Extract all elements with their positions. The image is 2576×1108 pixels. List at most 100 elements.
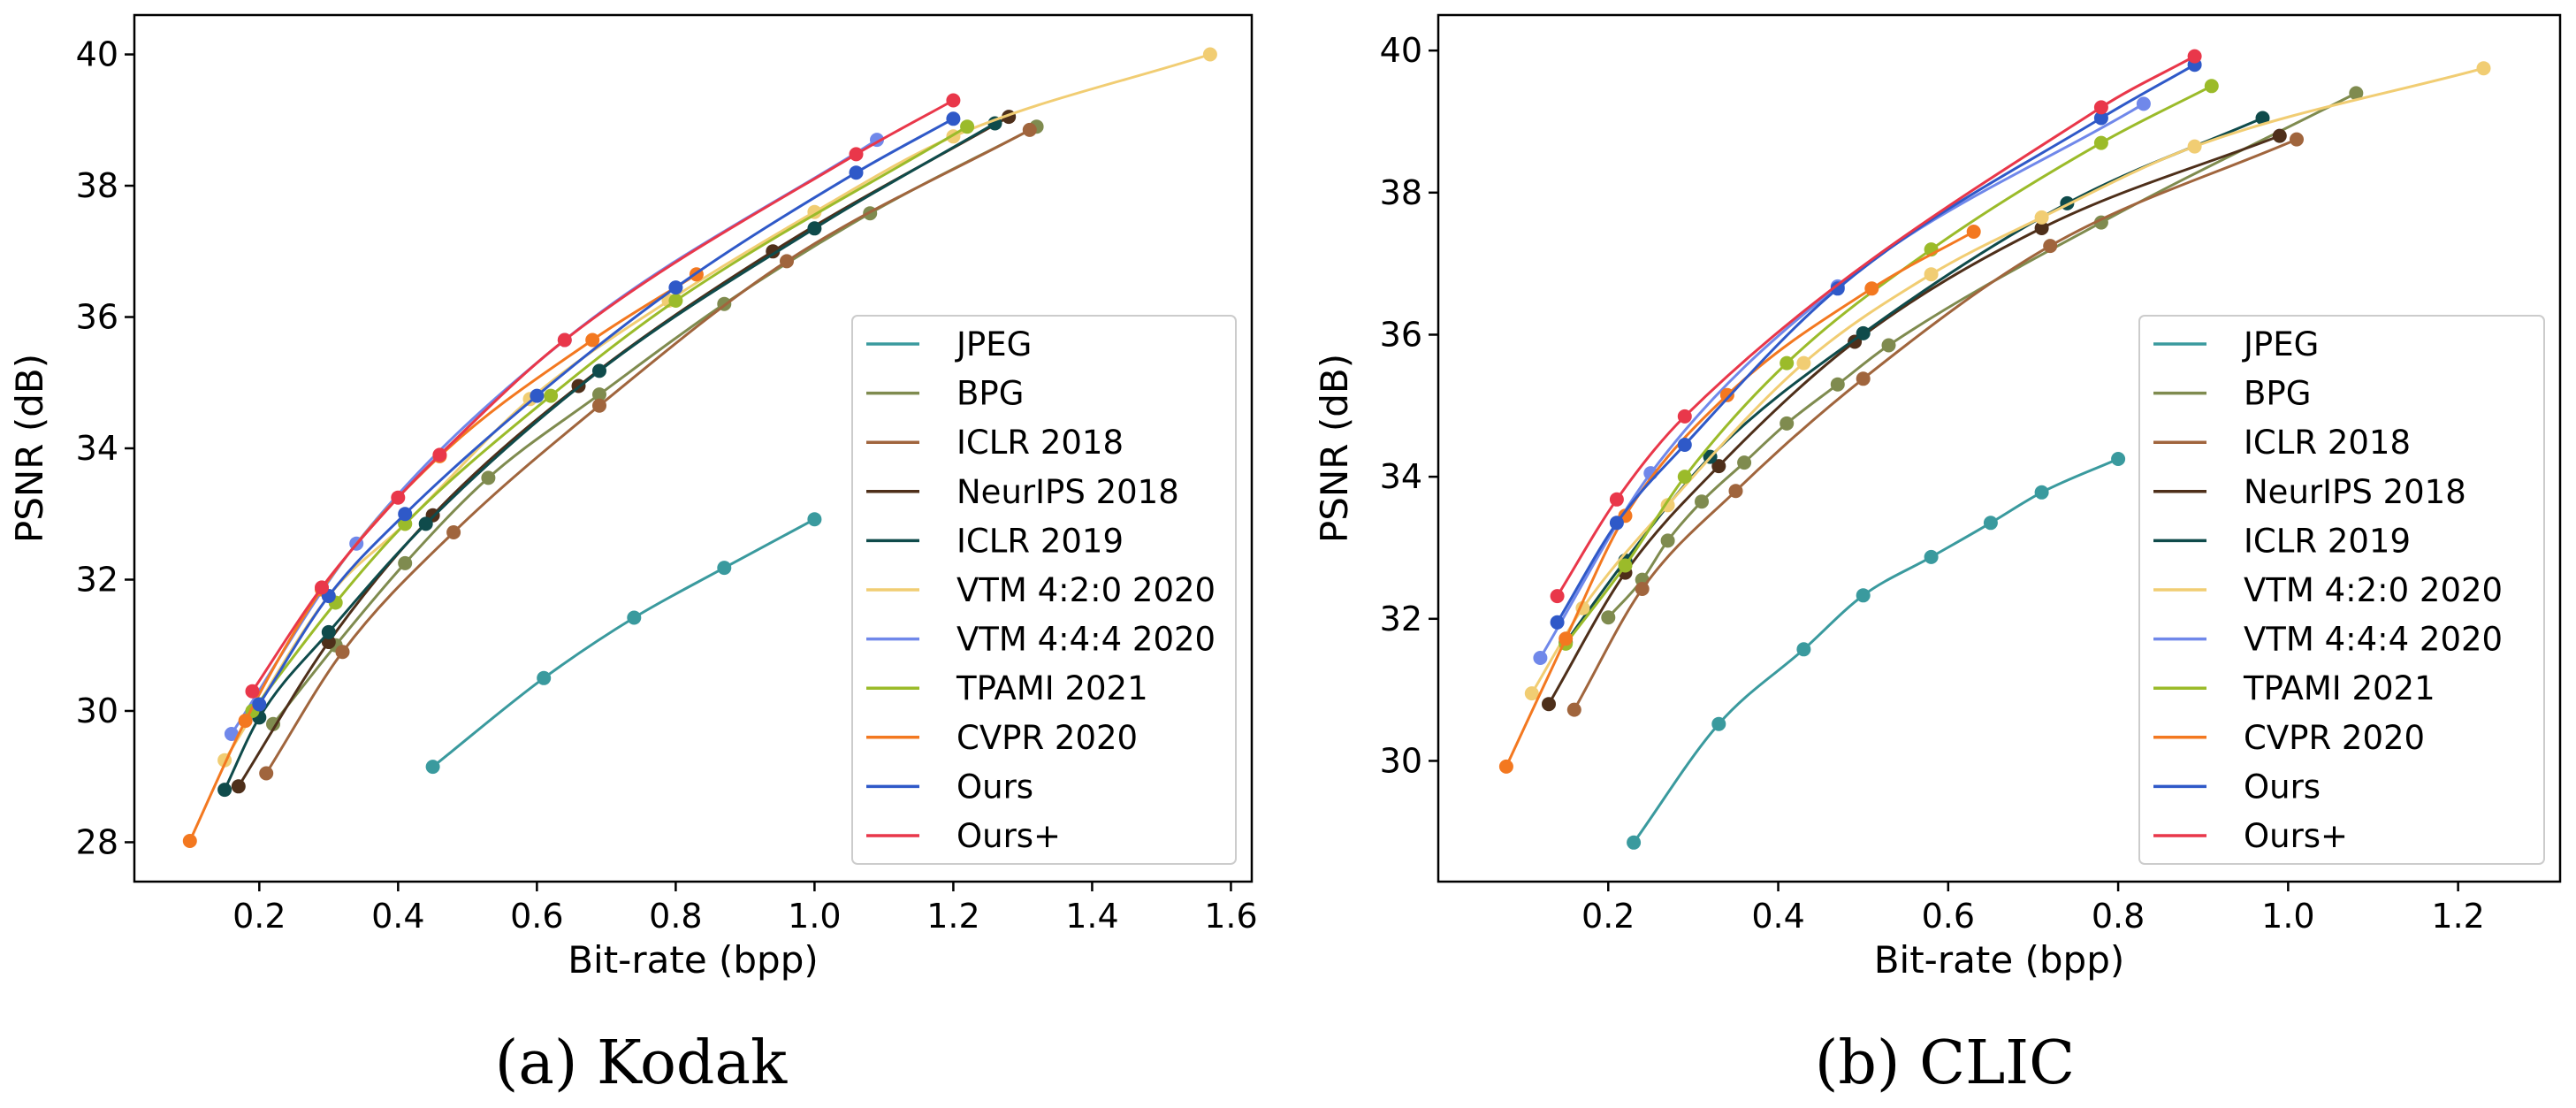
data-point-neurips-2018 [1711,459,1726,474]
data-point-neurips-2018 [2272,128,2287,143]
data-point-iclr-2019 [217,783,232,798]
data-point-iclr-2018 [1635,582,1650,596]
data-point-bpg [398,555,413,570]
x-tick-label: 0.8 [2092,897,2145,936]
data-point-tpami-2021 [1677,470,1692,485]
x-tick-label: 1.0 [788,897,841,936]
data-point-jpeg [1983,516,1998,531]
x-axis-label: Bit-rate (bpp) [568,938,819,982]
data-point-iclr-2019 [418,516,433,531]
data-point-ours [2093,111,2108,126]
data-point-jpeg [2034,485,2049,500]
data-point-vtm-4-2-0-2020 [1202,47,1217,62]
series-line-vtm-4-2-0-2020 [1530,66,2484,694]
data-point-vtm-4-2-0-2020 [1524,686,1539,701]
y-axis-label: PSNR (dB) [8,354,51,543]
x-axis-label: Bit-rate (bpp) [1874,938,2125,982]
y-tick-label: 40 [76,35,118,74]
data-point-cvpr-2020 [1864,281,1879,296]
data-point-ours- [1550,589,1565,604]
x-tick-label: 0.8 [649,897,702,936]
x-tick-label: 1.2 [926,897,979,936]
data-point-jpeg [1856,588,1871,603]
legend-box [2138,315,2545,865]
legend-label: VTM 4:4:4 2020 [956,621,1216,659]
data-point-tpami-2021 [2204,79,2219,94]
legend-label: Ours+ [956,817,1061,855]
legend-label: BPG [2244,375,2311,413]
legend-label: Ours [956,768,1033,806]
data-point-tpami-2021 [1780,355,1795,371]
legend-label: NeurIPS 2018 [956,473,1179,511]
x-tick-label: 1.2 [2431,897,2484,936]
legend-label: TPAMI 2021 [956,669,1148,707]
data-point-ours [849,165,864,180]
x-tick-label: 0.6 [1922,897,1975,936]
data-point-jpeg [627,610,642,625]
legend-label: VTM 4:2:0 2020 [956,571,1216,609]
series-line-iclr-2019 [223,122,996,791]
data-point-bpg [1601,610,1616,625]
series-line-jpeg [431,517,816,768]
data-point-vtm-4-4-4-2020 [224,727,239,741]
data-point-ours- [557,332,572,348]
data-point-iclr-2018 [1566,702,1581,717]
series-group [1498,49,2491,850]
legend-label: ICLR 2018 [2244,424,2411,462]
series-line-cvpr-2020 [1505,230,1975,768]
data-point-ours- [432,447,447,462]
y-tick-label: 36 [76,298,118,337]
data-point-vtm-4-2-0-2020 [1796,355,1811,371]
legend-label: VTM 4:2:0 2020 [2244,571,2503,609]
series-group [182,47,1217,848]
plot-frame [1437,13,2562,883]
x-tick-label: 0.2 [232,897,286,936]
data-point-bpg [2349,86,2364,101]
data-point-tpami-2021 [1618,558,1633,573]
data-point-vtm-4-2-0-2020 [2034,210,2049,225]
data-point-tpami-2021 [668,294,683,308]
panel-caption: (a) Kodak [495,1028,788,1098]
legend-label: Ours+ [2244,817,2348,855]
data-point-iclr-2018 [1856,371,1871,386]
legend-label: ICLR 2018 [956,424,1124,462]
series-line-cvpr-2020 [188,273,697,842]
chart-kodak: 0.2 0.4 0.6 0.8 1.0 1.2 1.4 1.6 28 30 32 34 36 38 40 Bi… [8,13,1258,1098]
data-point-cvpr-2020 [1498,759,1513,774]
data-point-jpeg [537,670,552,685]
data-point-neurips-2018 [1542,697,1556,712]
data-point-ours- [391,490,406,505]
data-point-iclr-2019 [2255,111,2270,126]
data-point-ours- [1677,409,1692,424]
series-line-vtm-4-4-4-2020 [1539,103,2145,659]
y-tick-label: 34 [1380,457,1422,496]
legend-label: JPEG [2242,325,2319,363]
data-point-tpami-2021 [398,516,413,531]
data-point-ours- [946,93,961,108]
y-tick-label: 34 [76,429,118,468]
legend-box [851,315,1237,865]
data-point-jpeg [807,512,822,527]
data-point-vtm-4-2-0-2020 [2476,61,2491,76]
x-tick-label: 0.6 [510,897,563,936]
legend-label: JPEG [955,325,1032,363]
data-point-iclr-2019 [592,363,606,378]
data-point-ours [946,111,961,126]
legend-label: TPAMI 2021 [2243,669,2435,707]
x-tick-label: 0.4 [371,897,424,936]
x-tick-label: 0.4 [1751,897,1804,936]
legend-label: ICLR 2019 [956,522,1124,560]
data-point-tpami-2021 [544,388,559,403]
panel-caption: (b) CLIC [1815,1028,2075,1098]
data-point-vtm-4-4-4-2020 [2136,96,2151,111]
data-point-iclr-2018 [592,398,606,413]
data-point-jpeg [1627,835,1642,850]
series-line-tpami-2021 [1565,84,2213,645]
x-tick-label: 0.2 [1581,897,1635,936]
y-tick-label: 38 [76,166,118,205]
y-tick-label: 38 [1380,173,1422,212]
data-point-ours [1677,438,1692,452]
y-tick-label: 30 [1380,741,1422,780]
y-tick-label: 36 [1380,315,1422,354]
data-point-ours [530,388,545,403]
